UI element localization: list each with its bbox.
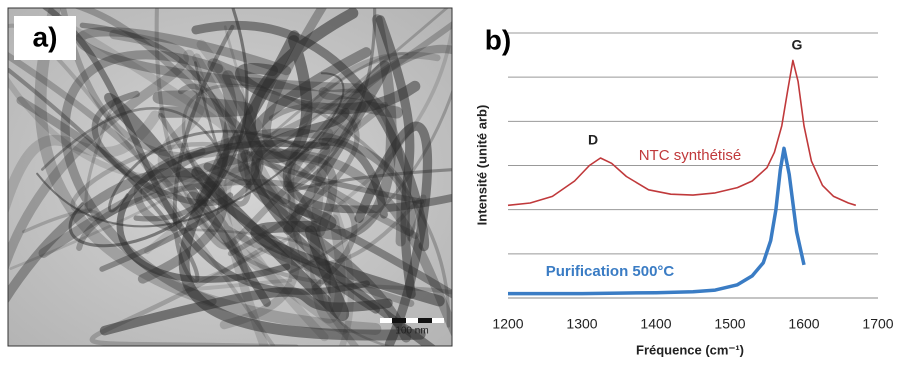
x-tick-label: 1200 bbox=[492, 316, 523, 332]
image-frame bbox=[7, 7, 453, 347]
nanotube bbox=[8, 29, 189, 272]
nanotube bbox=[89, 247, 299, 346]
nanotube bbox=[116, 140, 330, 283]
tem-image bbox=[8, 8, 452, 346]
chart: b) Fréquence (cm⁻¹) Intensité (unité arb… bbox=[474, 24, 893, 357]
y-axis-label: Intensité (unité arb) bbox=[474, 105, 489, 226]
nanotube bbox=[283, 60, 391, 235]
panel-label: a) bbox=[33, 21, 58, 52]
x-tick-label: 1300 bbox=[566, 316, 597, 332]
x-tick-label: 1500 bbox=[714, 316, 745, 332]
nanotube bbox=[195, 58, 403, 205]
scale-bar-label: 100 nm bbox=[395, 326, 428, 337]
nanotube bbox=[75, 27, 364, 93]
series-label: Purification 500°C bbox=[546, 263, 675, 280]
nanotube bbox=[354, 121, 433, 346]
nanotube bbox=[68, 8, 249, 248]
x-tick-label: 1700 bbox=[862, 316, 893, 332]
nanotube bbox=[178, 228, 392, 346]
nanotube bbox=[152, 90, 254, 118]
nanotube bbox=[237, 47, 412, 343]
nanotube bbox=[182, 14, 452, 292]
nanotube bbox=[22, 97, 117, 234]
nanotube bbox=[244, 8, 359, 163]
nanotube bbox=[76, 179, 358, 291]
nanotube bbox=[36, 72, 345, 228]
nanotube bbox=[157, 49, 349, 335]
scale-bar-black bbox=[392, 318, 406, 323]
nanotube bbox=[61, 20, 329, 342]
nanotube bbox=[70, 142, 332, 274]
peak-label: D bbox=[588, 132, 598, 148]
nanotube bbox=[285, 151, 355, 346]
nanotube bbox=[108, 129, 310, 213]
nanotube bbox=[240, 14, 397, 240]
nanotube bbox=[282, 137, 452, 219]
nanotube bbox=[375, 15, 416, 299]
nanotube bbox=[203, 162, 452, 299]
nanotube bbox=[99, 158, 425, 272]
nanotube bbox=[191, 167, 350, 321]
nanotube bbox=[99, 287, 393, 336]
nanotube bbox=[235, 63, 421, 115]
nanotube bbox=[79, 22, 229, 222]
nanotube bbox=[261, 194, 427, 266]
x-tick-label: 1400 bbox=[640, 316, 671, 332]
nanotube bbox=[8, 110, 161, 215]
nanotube bbox=[186, 191, 415, 307]
nanotube bbox=[237, 8, 449, 173]
panel-label: b) bbox=[485, 24, 511, 55]
x-tick-label: 1600 bbox=[788, 316, 819, 332]
series-line bbox=[507, 59, 857, 207]
nanotube bbox=[60, 8, 452, 159]
nanotube bbox=[227, 103, 360, 257]
nanotube bbox=[73, 8, 419, 240]
nanotube bbox=[104, 92, 381, 314]
panel-label-box bbox=[14, 16, 76, 60]
scale-bar-black bbox=[418, 318, 432, 323]
nanotube bbox=[309, 128, 346, 324]
nanotube bbox=[154, 8, 452, 295]
scale-bar-white bbox=[380, 318, 444, 323]
nanotube bbox=[192, 53, 300, 330]
nanotube bbox=[91, 90, 234, 207]
nanotube bbox=[8, 76, 262, 255]
nanotube bbox=[8, 51, 389, 250]
nanotube bbox=[250, 203, 445, 307]
nanotube bbox=[191, 21, 430, 252]
nanotube bbox=[182, 83, 451, 328]
x-axis-label: Fréquence (cm⁻¹) bbox=[636, 342, 744, 357]
nanotube bbox=[40, 61, 224, 171]
nanotube bbox=[288, 88, 452, 275]
nanotube bbox=[38, 149, 452, 337]
peak-label: G bbox=[792, 37, 803, 53]
nanotube bbox=[8, 167, 228, 304]
series-label: NTC synthétisé bbox=[639, 147, 742, 164]
nanotube bbox=[34, 8, 382, 336]
series-line bbox=[508, 146, 806, 296]
nanotube bbox=[318, 87, 407, 247]
nanotube bbox=[287, 8, 452, 194]
